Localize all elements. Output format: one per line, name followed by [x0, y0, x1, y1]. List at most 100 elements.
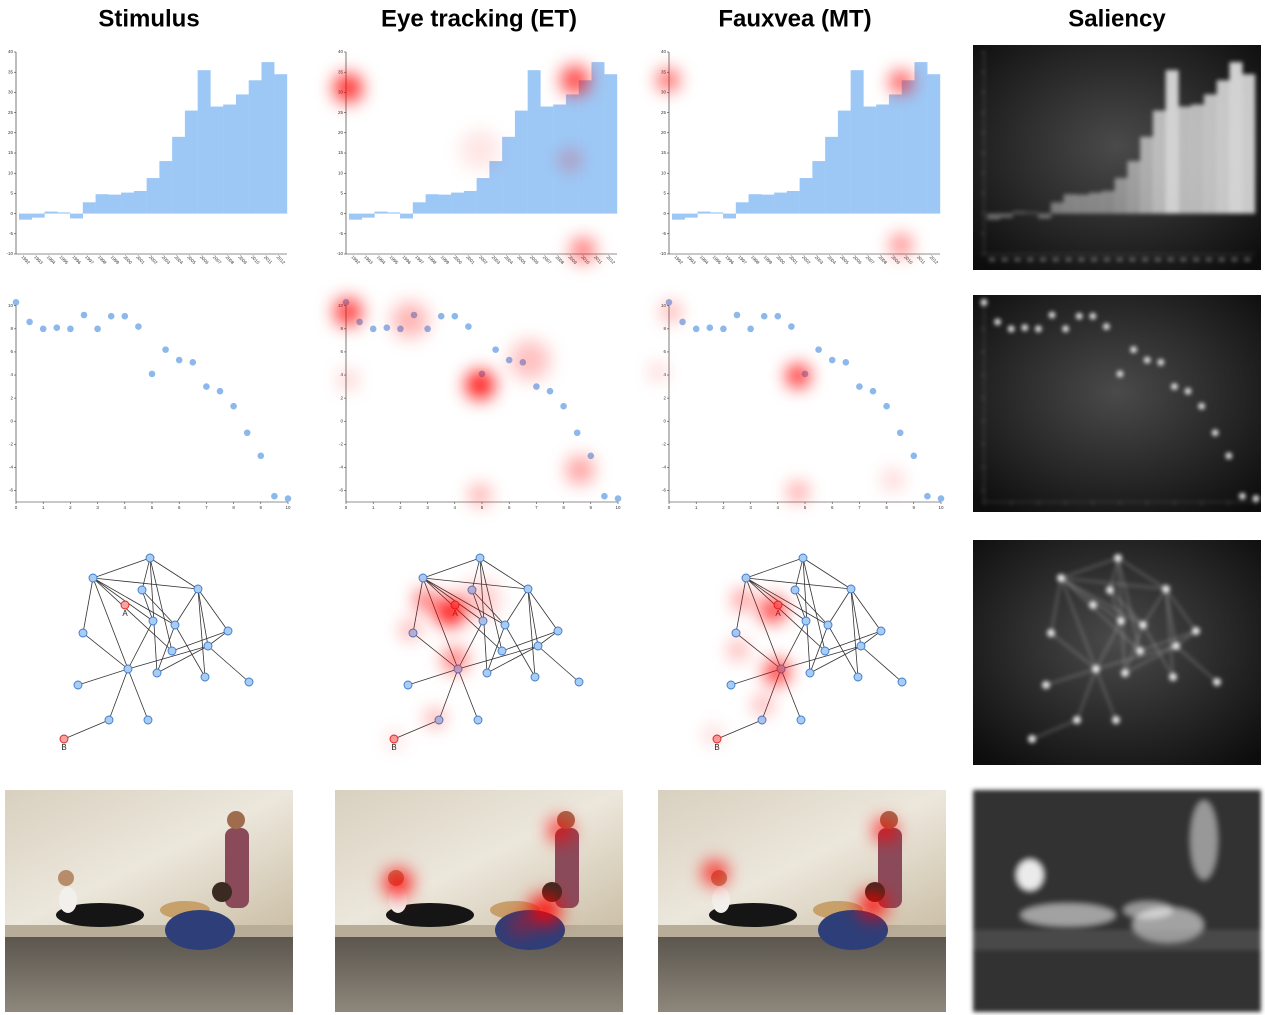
- photo-child-head: [58, 870, 74, 886]
- bar: [774, 193, 787, 214]
- bar: [1229, 62, 1242, 214]
- bar: [761, 195, 774, 214]
- x-tick-label: 2008: [224, 254, 235, 265]
- x-tick-label: 0: [345, 505, 348, 510]
- saliency-panel: [973, 295, 1261, 512]
- y-tick-label: 25: [338, 110, 344, 115]
- x-tick-label: 1999: [763, 254, 774, 265]
- bar: [710, 212, 723, 213]
- heat-blob: [706, 728, 720, 742]
- x-tick-label: 2009: [890, 254, 901, 265]
- scatter-point: [924, 493, 931, 500]
- node-label: A: [122, 609, 128, 618]
- edge: [795, 558, 803, 590]
- scatter-point: [244, 429, 251, 436]
- node: [153, 669, 161, 677]
- scatter-point: [1076, 313, 1083, 320]
- scatter-point: [1022, 324, 1029, 331]
- edge: [142, 590, 153, 621]
- scatter-point: [1171, 383, 1178, 390]
- edge: [128, 621, 153, 669]
- bar: [604, 74, 617, 213]
- photo-girl-head: [227, 811, 245, 829]
- photo-curb: [658, 925, 946, 937]
- node: [1213, 678, 1221, 686]
- node: [105, 716, 113, 724]
- edge: [109, 669, 128, 720]
- scatter-point: [1198, 403, 1205, 410]
- node: [1136, 647, 1144, 655]
- panel: -10-505101520253035401992199319941995199…: [6, 49, 287, 265]
- bar: [515, 111, 528, 214]
- saliency-tick: [1040, 258, 1046, 261]
- node: [1092, 665, 1100, 673]
- node: [404, 681, 412, 689]
- bar: [838, 111, 851, 214]
- x-tick-label: 9: [913, 505, 916, 510]
- x-tick-label: 5: [481, 505, 484, 510]
- x-tick-label: 1993: [33, 254, 44, 265]
- y-tick-label: 10: [338, 170, 344, 175]
- scatter-point: [734, 312, 741, 319]
- scatter-point: [81, 312, 88, 319]
- bar: [349, 214, 362, 220]
- bar: [1000, 214, 1013, 218]
- x-tick-label: 1999: [110, 254, 121, 265]
- panel: AB: [389, 554, 583, 752]
- scatter-point: [720, 326, 727, 333]
- node: [806, 669, 814, 677]
- x-tick-label: 1993: [363, 254, 374, 265]
- node: [799, 554, 807, 562]
- photo-boy-head: [212, 882, 232, 902]
- edge: [851, 589, 858, 677]
- panel: -10-505101520253035401992199319941995199…: [658, 49, 940, 265]
- scatter-point: [370, 326, 377, 333]
- saliency-tick: [1244, 258, 1250, 261]
- node: [877, 627, 885, 635]
- heat-blob: [389, 734, 401, 746]
- y-tick-label: 4: [10, 372, 13, 377]
- node: [1073, 716, 1081, 724]
- scatter-point: [190, 359, 197, 366]
- x-tick-label: 2001: [788, 254, 799, 265]
- x-tick-label: 10: [285, 505, 291, 510]
- x-tick-label: 7: [535, 505, 538, 510]
- edge: [198, 589, 208, 646]
- scatter-point: [122, 313, 129, 320]
- bar: [147, 178, 160, 214]
- scatter-point: [829, 357, 836, 364]
- y-tick-label: 0: [663, 211, 666, 216]
- panel: -10-505101520253035401992199319941995199…: [334, 49, 617, 265]
- saliency-tick: [1231, 258, 1237, 261]
- node: [74, 681, 82, 689]
- bar: [825, 137, 838, 214]
- y-tick-label: 2: [663, 395, 666, 400]
- bar: [1076, 195, 1089, 214]
- bar: [685, 214, 698, 218]
- node-label: B: [61, 743, 66, 752]
- node: [854, 673, 862, 681]
- heat-blob: [761, 598, 785, 622]
- x-tick-label: 1992: [20, 254, 31, 265]
- y-tick-label: -2: [9, 441, 13, 446]
- node: [224, 627, 232, 635]
- heat-blob: [392, 302, 428, 338]
- y-tick-label: 5: [663, 191, 666, 196]
- edge: [93, 578, 172, 651]
- y-tick-label: 5: [340, 191, 343, 196]
- edge: [528, 589, 535, 677]
- scatter-point: [94, 326, 101, 333]
- scatter-point: [547, 388, 554, 395]
- y-tick-label: 0: [10, 418, 13, 423]
- x-tick-label: 1998: [427, 254, 438, 265]
- bar: [1013, 212, 1026, 214]
- scatter-point: [911, 453, 918, 460]
- x-tick-label: 2011: [593, 255, 604, 266]
- node: [498, 647, 506, 655]
- x-tick-label: 2004: [173, 254, 184, 265]
- y-tick-label: 40: [661, 49, 667, 54]
- x-tick-label: 1998: [97, 254, 108, 265]
- x-tick-label: 1998: [750, 254, 761, 265]
- node: [727, 681, 735, 689]
- x-tick-label: 1995: [389, 254, 400, 265]
